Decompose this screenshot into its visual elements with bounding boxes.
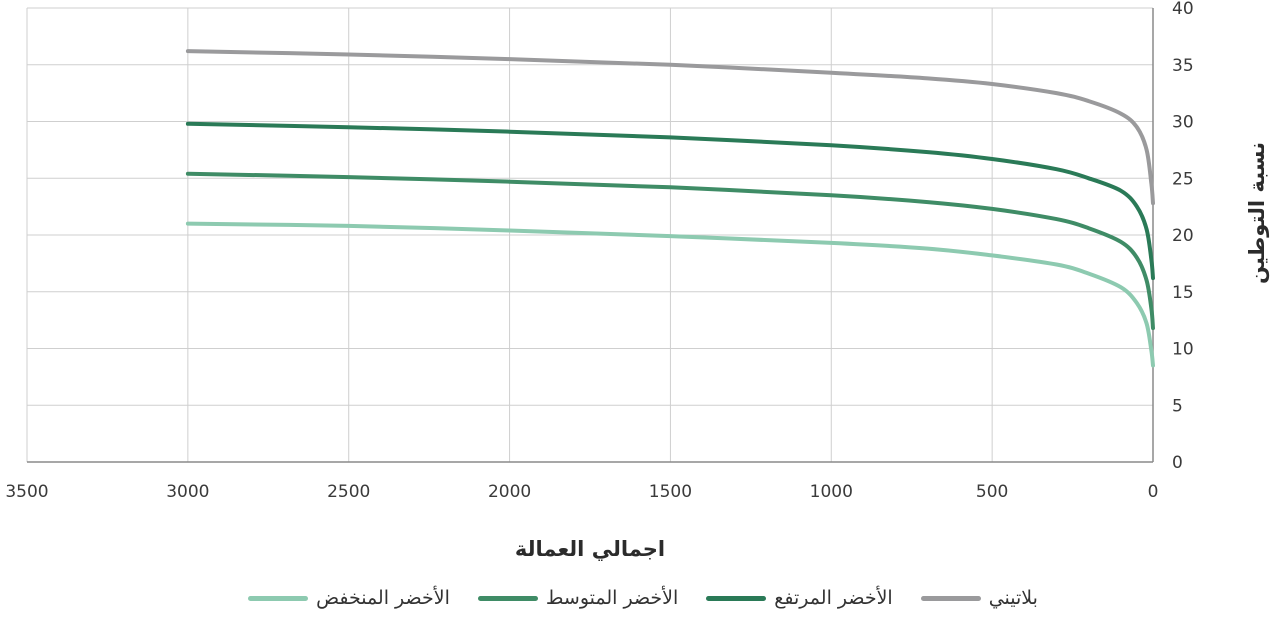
y-tick-label: 40 bbox=[1172, 0, 1194, 19]
y-tick-label: 35 bbox=[1172, 56, 1194, 76]
legend-item: الأخضر المتوسط bbox=[477, 587, 679, 609]
x-tick-label: 1000 bbox=[810, 482, 853, 502]
x-tick-label: 3000 bbox=[166, 482, 209, 502]
series-line-2 bbox=[185, 121, 1155, 281]
legend-item: بلاتيني bbox=[920, 587, 1038, 609]
legend-label: بلاتيني bbox=[988, 587, 1038, 609]
legend-label: الأخضر المرتفع bbox=[774, 587, 893, 609]
legend-item: الأخضر المنخفض bbox=[248, 587, 450, 609]
y-tick-label: 0 bbox=[1172, 453, 1183, 473]
x-tick-label: 500 bbox=[976, 482, 1008, 502]
y-tick-labels: 0 5 10 15 20 25 30 35 40 bbox=[1172, 0, 1194, 473]
y-tick-label: 25 bbox=[1172, 169, 1194, 189]
x-tick-label: 2500 bbox=[327, 482, 370, 502]
legend-swatch bbox=[706, 595, 767, 601]
x-tick-labels: 3500 3000 2500 2000 1500 1000 500 0 bbox=[5, 482, 1158, 502]
legend-item: الأخضر المرتفع bbox=[706, 587, 893, 609]
series-line-3 bbox=[185, 171, 1155, 331]
y-tick-label: 20 bbox=[1172, 226, 1194, 246]
x-tick-label: 2000 bbox=[488, 482, 531, 502]
series-line-1 bbox=[185, 49, 1155, 206]
series-lines bbox=[185, 49, 1155, 368]
legend-swatch bbox=[920, 595, 981, 601]
y-tick-label: 30 bbox=[1172, 113, 1194, 133]
axes bbox=[27, 8, 1154, 463]
chart: 3500 3000 2500 2000 1500 1000 500 0 0 5 10 15 20 25 3… bbox=[5, 0, 1269, 561]
legend-swatch bbox=[477, 595, 538, 601]
y-tick-label: 5 bbox=[1172, 396, 1183, 416]
x-tick-label: 0 bbox=[1148, 482, 1159, 502]
legend: بلاتيني الأخضر المرتفع الأخضر المتوسط الأخض… bbox=[0, 580, 1286, 616]
x-tick-label: 3500 bbox=[5, 482, 48, 502]
y-axis-title: نسبة التوطين bbox=[1245, 142, 1269, 284]
legend-label: الأخضر المتوسط bbox=[545, 587, 679, 609]
x-axis-title: اجمالي العمالة bbox=[515, 537, 665, 561]
series-line-4 bbox=[185, 221, 1155, 368]
legend-swatch bbox=[248, 595, 309, 601]
y-tick-label: 10 bbox=[1172, 340, 1194, 360]
legend-label: الأخضر المنخفض bbox=[316, 587, 450, 609]
x-tick-label: 1500 bbox=[649, 482, 692, 502]
y-tick-label: 15 bbox=[1172, 283, 1194, 303]
